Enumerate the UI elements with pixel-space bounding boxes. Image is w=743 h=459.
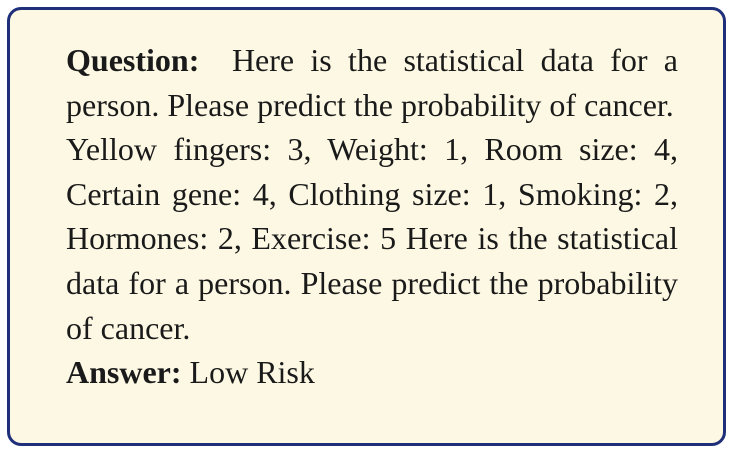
question-text: Here is the statistical data for a perso…: [66, 42, 678, 123]
question-paragraph: Question: Here is the statistical data f…: [66, 38, 678, 127]
answer-paragraph: Answer: Low Risk: [66, 350, 678, 395]
statistics-paragraph: Yellow fingers: 3, Weight: 1, Room size:…: [66, 131, 678, 346]
answer-text: Low Risk: [189, 354, 315, 391]
question-label: Question:: [66, 42, 200, 78]
qa-card: Question: Here is the statistical data f…: [7, 7, 726, 446]
answer-label: Answer:: [66, 354, 182, 391]
